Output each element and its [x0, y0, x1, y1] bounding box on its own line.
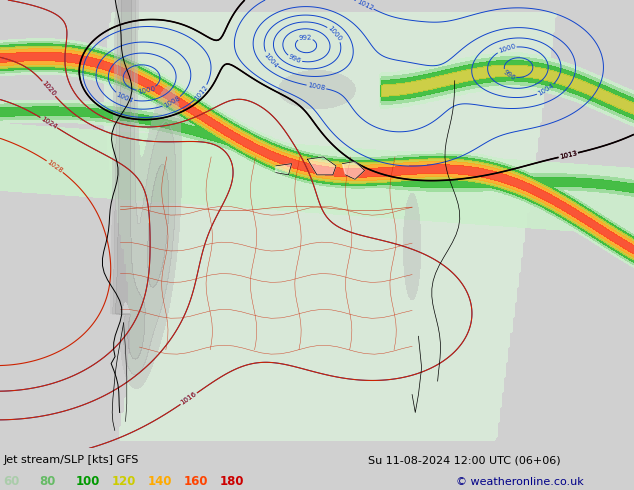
- Text: 996: 996: [287, 54, 302, 65]
- Text: 160: 160: [184, 475, 209, 488]
- Text: 1020: 1020: [41, 80, 57, 98]
- Text: 1000: 1000: [327, 25, 343, 43]
- Text: 140: 140: [148, 475, 172, 488]
- Text: 120: 120: [112, 475, 136, 488]
- Text: 1013: 1013: [559, 150, 578, 160]
- Text: 1028: 1028: [46, 159, 64, 174]
- Text: © weatheronline.co.uk: © weatheronline.co.uk: [456, 477, 584, 487]
- Text: 1008: 1008: [307, 82, 326, 92]
- Text: Su 11-08-2024 12:00 UTC (06+06): Su 11-08-2024 12:00 UTC (06+06): [368, 455, 560, 465]
- Text: 1013: 1013: [559, 150, 578, 160]
- Text: 1012: 1012: [355, 0, 374, 11]
- Text: 1004: 1004: [262, 51, 279, 69]
- Text: 1004: 1004: [115, 91, 134, 104]
- Text: 1000: 1000: [497, 43, 516, 54]
- Text: 1024: 1024: [40, 116, 58, 130]
- Text: 100: 100: [75, 475, 100, 488]
- Text: 1008: 1008: [162, 95, 181, 109]
- Text: 1012: 1012: [193, 84, 209, 102]
- Text: 1013: 1013: [559, 150, 578, 160]
- Text: 80: 80: [39, 475, 56, 488]
- Text: 1024: 1024: [40, 116, 58, 130]
- Text: 996: 996: [501, 69, 516, 81]
- Polygon shape: [276, 164, 292, 175]
- Polygon shape: [307, 157, 336, 175]
- Text: 992: 992: [299, 35, 312, 41]
- Text: 60: 60: [3, 475, 20, 488]
- Text: Jet stream/SLP [kts] GFS: Jet stream/SLP [kts] GFS: [3, 455, 139, 465]
- Text: 1020: 1020: [41, 80, 57, 98]
- Text: 1004: 1004: [537, 83, 555, 97]
- Text: 180: 180: [220, 475, 245, 488]
- Text: 1000: 1000: [137, 86, 156, 95]
- Polygon shape: [342, 161, 365, 179]
- Text: 1016: 1016: [179, 391, 198, 406]
- Text: 1016: 1016: [179, 391, 198, 406]
